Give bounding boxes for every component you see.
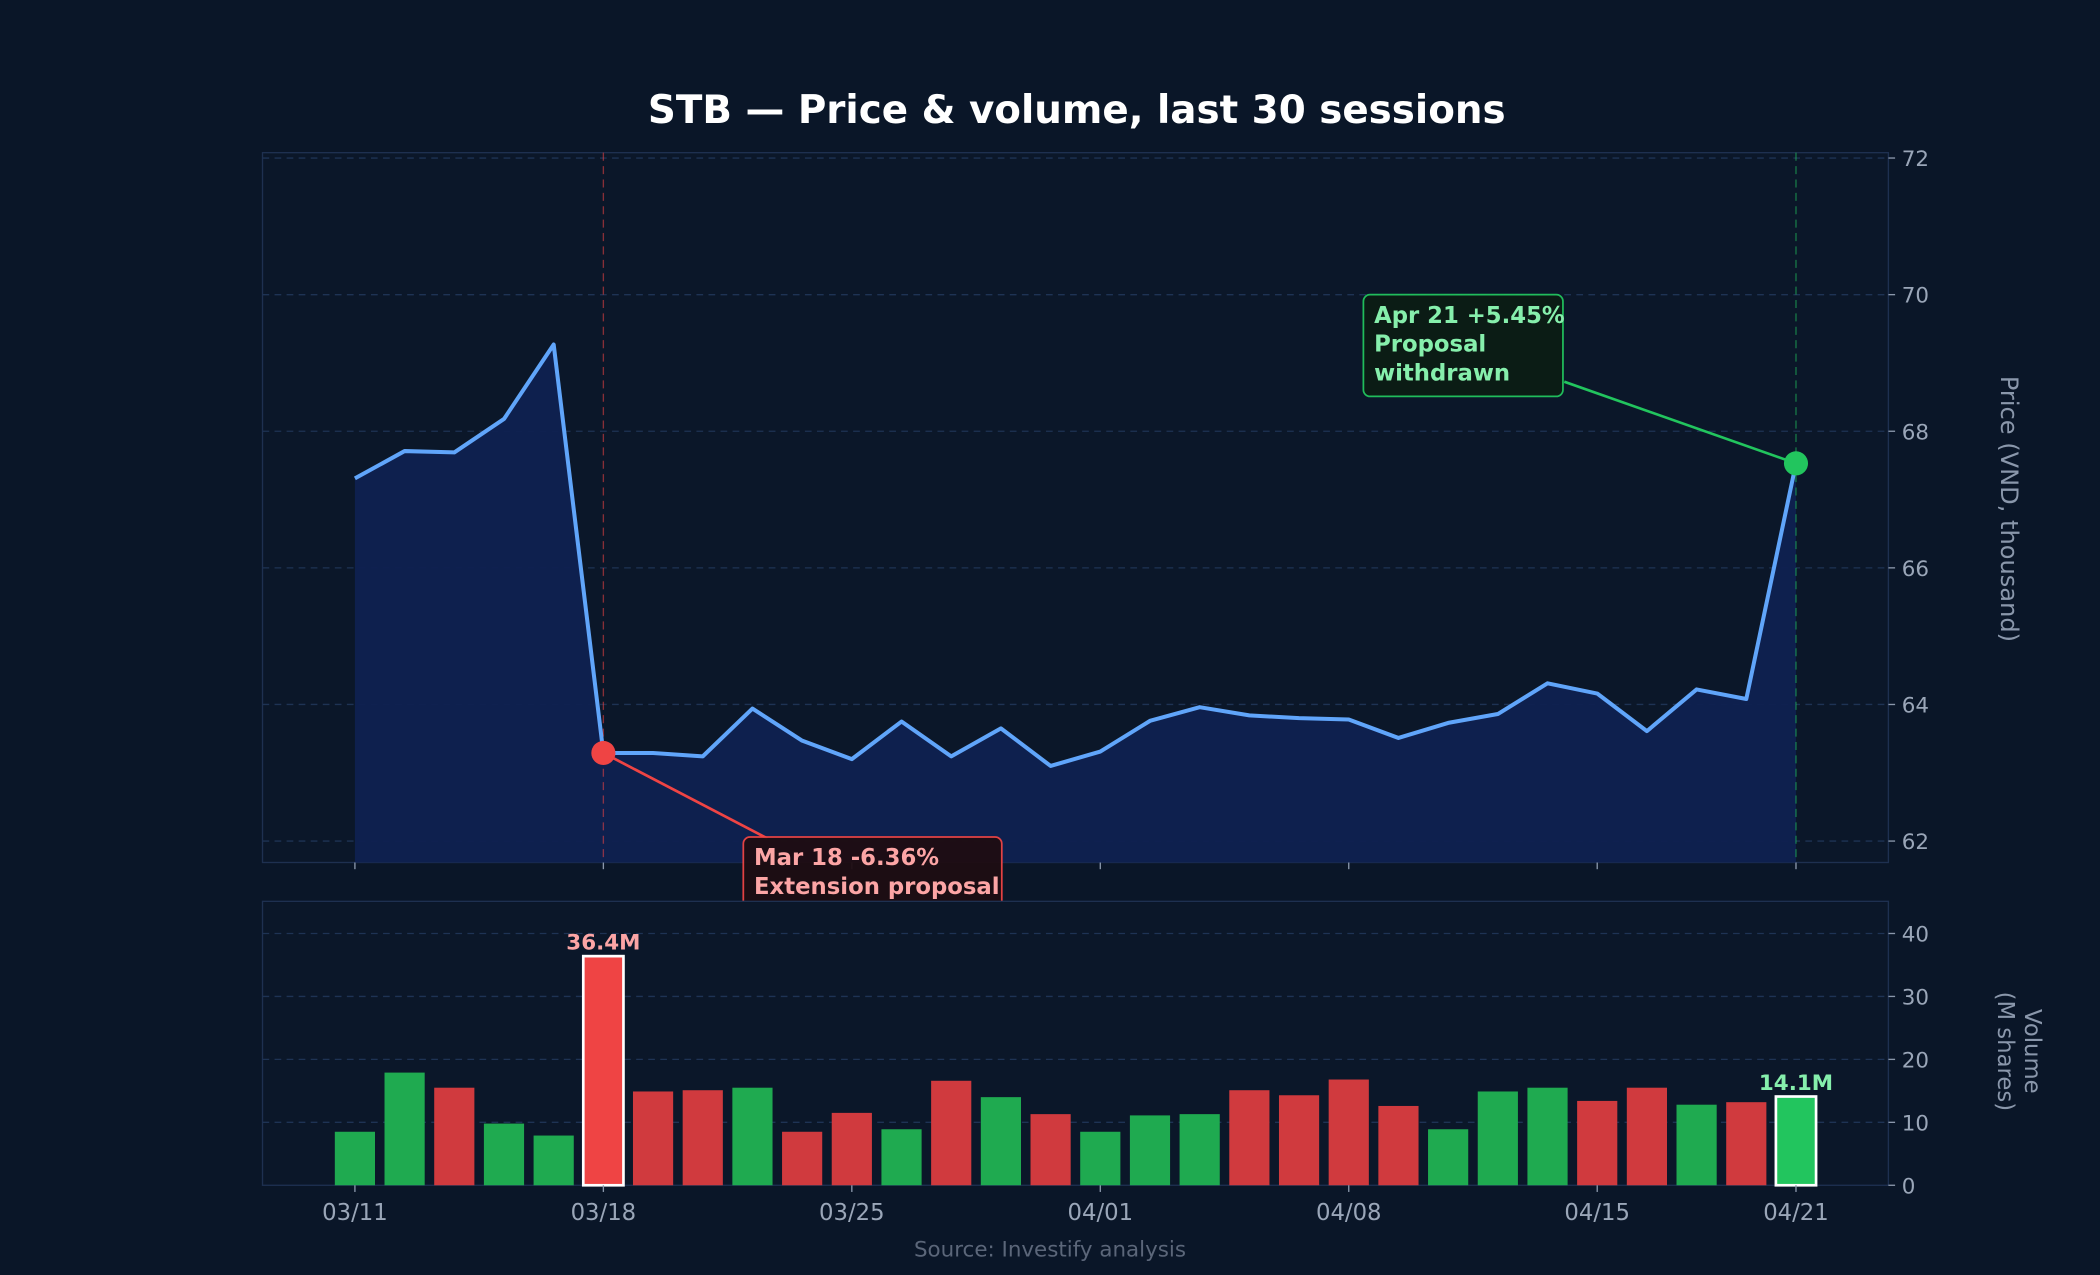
- annotation-text: Mar 18 -6.36%: [754, 845, 939, 871]
- volume-panel: 0 10 20 30 40 36.4M 14.1M 03/11 03/18 03/25 04/01 0…: [261, 900, 1929, 1226]
- volume-data-label: 36.4M: [566, 930, 640, 955]
- price-tick-label: 64: [1902, 694, 1929, 719]
- volume-bar: [1626, 1087, 1667, 1186]
- volume-bar: [831, 1112, 872, 1186]
- annotation-box: [1362, 293, 1564, 398]
- price-line: [353, 342, 1798, 768]
- x-tick-label: 04/08: [1316, 1200, 1382, 1226]
- annotation-text: Apr 21 +5.45%: [1374, 303, 1565, 329]
- volume-bar: [682, 1090, 723, 1186]
- x-tick-label: 03/11: [322, 1200, 388, 1226]
- volume-bar: [1676, 1104, 1717, 1186]
- price-tick-label: 68: [1902, 420, 1929, 445]
- volume-bar: [483, 1123, 525, 1186]
- x-tick-label: 03/18: [571, 1200, 637, 1226]
- volume-tick-label: 40: [1902, 923, 1929, 948]
- annotation-text: Proposal: [1374, 332, 1486, 358]
- event-marker: [1783, 451, 1809, 476]
- volume-bar: [1774, 1095, 1818, 1187]
- volume-bar: [732, 1087, 773, 1186]
- volume-bar: [931, 1080, 972, 1186]
- volume-tick-label: 10: [1902, 1111, 1929, 1136]
- x-tick-label: 04/15: [1564, 1200, 1630, 1226]
- volume-bar: [1726, 1102, 1767, 1186]
- volume-tick-label: 20: [1902, 1048, 1929, 1073]
- volume-tick-label: 0: [1902, 1174, 1916, 1199]
- volume-bar: [1278, 1095, 1320, 1186]
- volume-bar: [1577, 1100, 1618, 1186]
- price-tick-label: 62: [1902, 830, 1929, 855]
- event-marker: [591, 740, 616, 766]
- x-tick-label: 04/01: [1068, 1200, 1134, 1226]
- annotation-text: Extension proposal: [754, 874, 1000, 900]
- volume-bar: [1030, 1114, 1071, 1186]
- volume-bar: [1129, 1115, 1171, 1186]
- annotation-arrow: [602, 751, 769, 840]
- price-tick-label: 72: [1902, 147, 1929, 172]
- volume-plot-area: [261, 900, 1890, 1186]
- chart-title: STB — Price & volume, last 30 sessions: [648, 88, 1506, 133]
- volume-data-label: 14.1M: [1759, 1071, 1833, 1096]
- annotation-text: withdrawn: [1374, 360, 1510, 386]
- volume-bar: [1080, 1131, 1121, 1186]
- volume-bar: [632, 1091, 674, 1186]
- volume-bar: [533, 1135, 574, 1186]
- volume-axis-label-line2: (M shares): [1992, 992, 2018, 1112]
- price-panel: 62 64 66 68 70 72 Mar 18 -6.36% Extension propo…: [261, 147, 1929, 919]
- volume-bar: [334, 1131, 375, 1186]
- volume-bar: [384, 1072, 425, 1186]
- volume-bar: [434, 1087, 475, 1186]
- volume-bar: [1179, 1114, 1220, 1186]
- volume-bar: [1328, 1079, 1369, 1186]
- volume-bar: [1477, 1091, 1518, 1186]
- volume-bar: [1378, 1105, 1419, 1186]
- volume-bar: [980, 1097, 1021, 1186]
- volume-bar: [881, 1129, 922, 1186]
- price-tick-label: 70: [1902, 284, 1929, 309]
- volume-bar: [1527, 1087, 1568, 1186]
- price-axis-label: Price (VND, thousand): [1995, 376, 2023, 642]
- volume-bar: [1428, 1129, 1469, 1186]
- volume-bar: [782, 1131, 823, 1186]
- volume-axis-label-line1: Volume: [2019, 1009, 2045, 1094]
- x-tick-label: 03/25: [819, 1200, 885, 1226]
- volume-tick-label: 30: [1902, 985, 1929, 1010]
- x-tick-label: 04/21: [1763, 1200, 1829, 1226]
- price-area: [354, 344, 1796, 863]
- price-tick-label: 66: [1902, 557, 1929, 582]
- annotation-arrow: [1563, 380, 1797, 465]
- volume-bar: [581, 954, 625, 1187]
- source-note: Source: Investify analysis: [914, 1237, 1186, 1262]
- volume-bar: [1229, 1090, 1270, 1186]
